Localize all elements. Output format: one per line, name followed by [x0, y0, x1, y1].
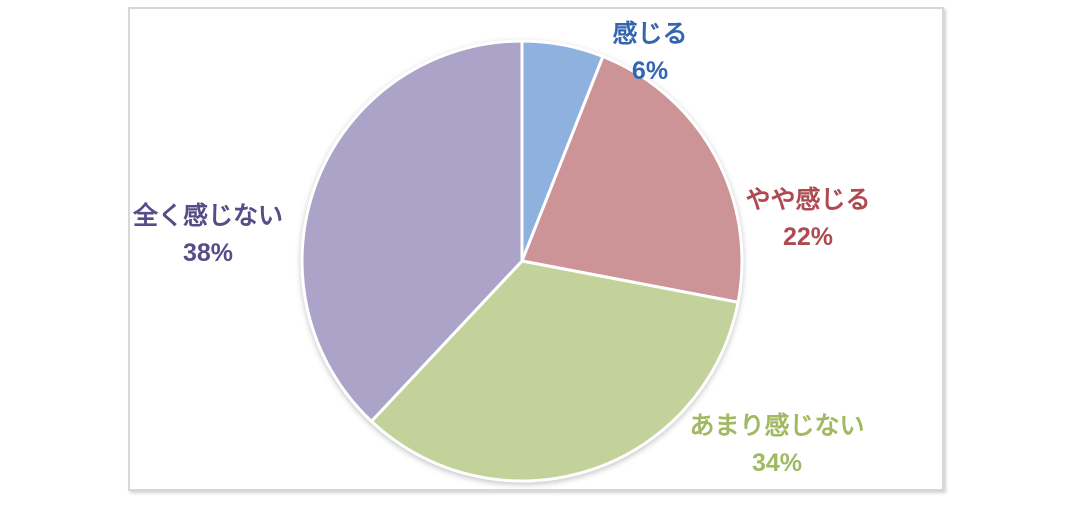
slice-label-yaya-kanjiru: やや感じる 22% — [745, 182, 870, 256]
slice-percent-label: 22% — [782, 223, 834, 251]
slice-label-amari-kanjinai: あまり感じない 34% — [689, 408, 864, 482]
slice-category-label: 全く感じない — [132, 202, 284, 230]
slice-percent-label: 6% — [631, 57, 669, 85]
slice-label-mattaku-kanjinai: 全く感じない 38% — [133, 198, 283, 272]
slice-percent-label: 38% — [182, 239, 234, 267]
pie-slice-mattaku-kanjinai — [300, 39, 524, 423]
pie-slice-yaya-kanjiru — [520, 54, 744, 304]
slice-label-kanjiru: 感じる 6% — [612, 16, 687, 90]
slice-category-label: あまり感じない — [689, 412, 865, 440]
slice-percent-label: 34% — [751, 449, 803, 477]
slice-category-label: やや感じる — [745, 186, 871, 214]
pie-slice-amari-kanjinai — [369, 259, 740, 483]
pie-slices-group — [300, 39, 744, 483]
slice-category-label: 感じる — [612, 20, 688, 48]
